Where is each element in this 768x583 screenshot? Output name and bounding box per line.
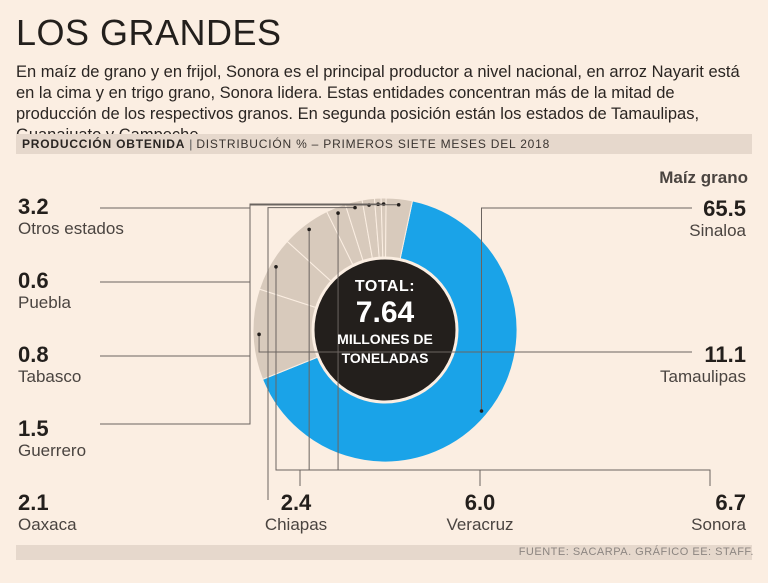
chart-title: Maíz grano <box>659 168 748 187</box>
label-sinaloa-value: 65.5 <box>703 196 746 221</box>
label-tabasco-name: Tabasco <box>18 367 82 386</box>
leader-line-chiapas <box>299 213 339 486</box>
leader-line-veracruz <box>308 229 481 486</box>
label-sinaloa-name: Sinaloa <box>689 221 746 240</box>
page-title: LOS GRANDES <box>16 12 282 53</box>
label-tamaulipas-name: Tamaulipas <box>660 367 746 386</box>
label-otros-estados-value: 3.2 <box>18 194 49 219</box>
leader-dot-sinaloa <box>479 409 484 413</box>
label-veracruz-name: Veracruz <box>446 515 514 534</box>
leader-lines <box>100 202 711 500</box>
leader-dot-chiapas <box>336 211 340 215</box>
label-chiapas: 2.4 Chiapas <box>256 491 336 535</box>
label-oaxaca-name: Oaxaca <box>18 515 77 534</box>
footer-bar <box>16 545 752 560</box>
label-guerrero: 1.5 Guerrero <box>18 417 86 461</box>
label-guerrero-value: 1.5 <box>18 416 49 441</box>
subtitle-rest: DISTRIBUCIÓN % – PRIMEROS SIETE MESES DE… <box>196 137 551 151</box>
intro-paragraph: En maíz de grano y en frijol, Sonora es … <box>16 63 740 144</box>
label-sonora-name: Sonora <box>691 515 746 534</box>
subtitle-bar: PRODUCCIÓN OBTENIDA | DISTRIBUCIÓN % – PRI… <box>16 134 752 154</box>
leader-dot-veracruz <box>307 227 311 232</box>
center-total: TOTAL: 7.64 MILLONES DE TONELADAS <box>318 278 452 368</box>
leader-line-puebla <box>100 203 384 283</box>
subtitle-strong: PRODUCCIÓN OBTENIDA <box>22 137 186 151</box>
leader-line-sinaloa <box>480 207 692 412</box>
subtitle-separator: | <box>189 137 193 151</box>
center-total-unit-2: TONELADAS <box>341 350 429 366</box>
label-tamaulipas-value: 11.1 <box>704 342 746 367</box>
label-sonora-value: 6.7 <box>715 490 746 515</box>
label-puebla: 0.6 Puebla <box>18 269 71 313</box>
leader-dot-puebla <box>381 202 386 206</box>
label-otros-estados: 3.2 Otros estados <box>18 195 124 239</box>
leader-line-sonora <box>275 266 711 486</box>
center-total-label: TOTAL: <box>354 278 416 295</box>
center-circle <box>311 256 459 404</box>
label-sinaloa: 65.5 Sinaloa <box>689 197 746 241</box>
label-veracruz-value: 6.0 <box>464 490 496 515</box>
label-chiapas-value: 2.4 <box>280 490 312 515</box>
center-total-unit-1: MILLONES DE <box>337 331 433 347</box>
leader-dot-oaxaca <box>353 205 357 210</box>
label-tabasco-value: 0.8 <box>18 342 49 367</box>
leader-dot-tamaulipas <box>257 332 261 337</box>
leader-dot-sonora <box>274 264 278 269</box>
label-puebla-value: 0.6 <box>18 268 49 293</box>
leader-line-otros-estados <box>100 204 399 209</box>
label-otros-estados-name: Otros estados <box>18 219 124 238</box>
label-tamaulipas: 11.1 Tamaulipas <box>660 343 746 387</box>
label-guerrero-name: Guerrero <box>18 441 87 460</box>
source-note: FUENTE: SACARPA. GRÁFICO EE: STAFF. <box>518 546 754 558</box>
leader-line-oaxaca <box>267 207 356 500</box>
label-oaxaca-value: 2.1 <box>18 490 49 515</box>
label-oaxaca: 2.1 Oaxaca <box>18 491 77 535</box>
label-puebla-name: Puebla <box>18 293 71 312</box>
leader-line-tamaulipas <box>258 334 692 353</box>
leader-dot-otros-estados <box>396 202 401 207</box>
label-veracruz: 6.0 Veracruz <box>440 491 520 535</box>
label-sonora: 6.7 Sonora <box>691 491 746 535</box>
label-tabasco: 0.8 Tabasco <box>18 343 81 387</box>
label-chiapas-name: Chiapas <box>264 515 328 534</box>
center-total-value: 7.64 <box>355 296 415 329</box>
